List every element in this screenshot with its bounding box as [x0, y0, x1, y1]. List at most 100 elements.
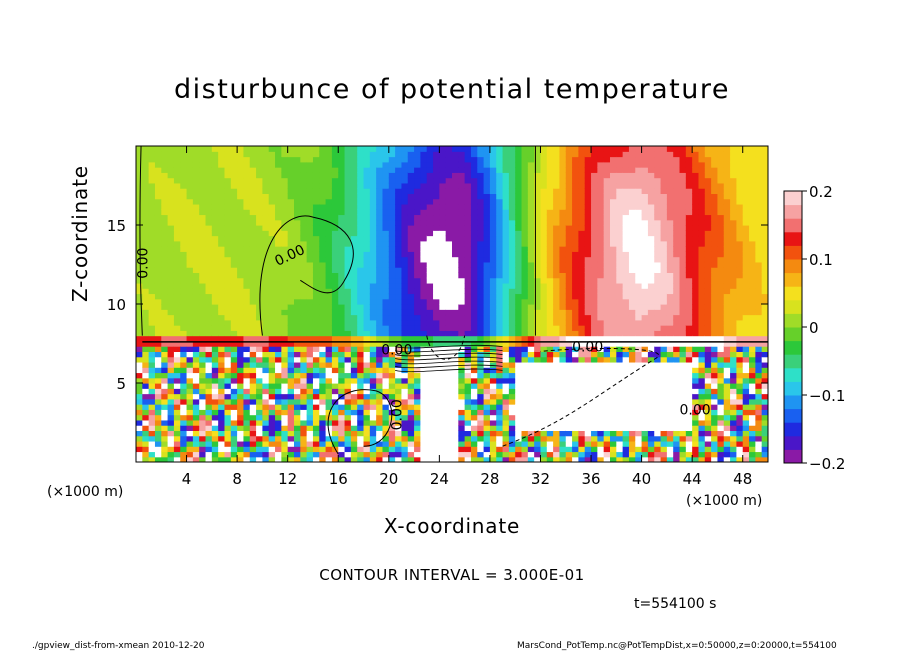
heat-cell — [224, 172, 232, 179]
heat-cell — [249, 325, 257, 331]
heat-cell — [559, 188, 567, 194]
heat-cell — [338, 451, 346, 458]
heat-cell — [439, 372, 447, 379]
heat-cell — [136, 398, 143, 405]
heat-cell — [312, 177, 320, 184]
heat-cell — [300, 356, 308, 363]
heat-cell — [470, 309, 478, 316]
heat-cell — [180, 325, 188, 331]
heat-cell — [205, 293, 213, 300]
heat-cell — [464, 425, 472, 431]
heat-cell — [635, 177, 643, 184]
heat-cell — [395, 383, 403, 389]
heat-cell — [136, 203, 143, 210]
heat-cell — [628, 167, 636, 173]
heat-cell — [546, 177, 554, 184]
heat-cell — [407, 425, 415, 431]
heat-cell — [287, 298, 295, 305]
heat-cell — [192, 409, 200, 416]
heat-cell — [470, 182, 478, 189]
heat-cell — [502, 440, 510, 447]
heat-cell — [312, 409, 320, 416]
heat-cell — [439, 225, 447, 231]
heat-cell — [136, 240, 143, 247]
heat-cell — [331, 330, 339, 337]
heat-cell — [414, 325, 421, 331]
heat-cell — [445, 383, 453, 389]
heat-cell — [540, 261, 548, 268]
heat-cell — [565, 456, 573, 462]
heat-cell — [388, 404, 396, 410]
heat-cell — [407, 361, 415, 368]
heat-cell — [376, 177, 384, 184]
heat-cell — [287, 435, 295, 442]
heat-cell — [521, 309, 529, 316]
heat-cell — [275, 277, 282, 284]
heat-cell — [192, 146, 200, 152]
heat-cell — [622, 372, 630, 379]
heat-cell — [496, 251, 504, 258]
heat-cell — [452, 267, 459, 273]
heat-cell — [527, 456, 535, 462]
heat-cell — [641, 346, 649, 352]
heat-cell — [647, 251, 655, 258]
heat-cell — [312, 377, 320, 384]
heat-cell — [256, 246, 263, 252]
heat-cell — [426, 235, 434, 242]
heat-cell — [489, 246, 497, 252]
heat-cell — [281, 203, 289, 210]
heat-cell — [369, 356, 377, 363]
heat-cell — [654, 277, 662, 284]
heat-cell — [154, 272, 162, 279]
heat-cell — [565, 261, 573, 268]
heat-cell — [148, 151, 156, 158]
heat-cell — [363, 146, 371, 152]
heat-cell — [540, 219, 548, 226]
heat-cell — [483, 325, 491, 331]
heat-cell — [616, 261, 624, 268]
heat-cell — [338, 261, 346, 268]
heat-cell — [616, 304, 624, 310]
heat-cell — [496, 230, 504, 237]
heat-cell — [483, 282, 491, 289]
heat-cell — [376, 325, 384, 331]
heat-cell — [218, 356, 226, 363]
heat-cell — [635, 446, 643, 453]
heat-cell — [369, 261, 377, 268]
heat-cell — [477, 451, 485, 458]
heat-cell — [224, 456, 232, 462]
heat-cell — [559, 172, 567, 179]
heat-cell — [211, 340, 219, 347]
heat-cell — [439, 256, 447, 263]
heat-cell — [565, 225, 573, 231]
heat-cell — [597, 261, 605, 268]
heat-cell — [363, 446, 371, 453]
heat-cell — [142, 435, 150, 442]
heat-cell — [483, 340, 491, 347]
heat-cell — [237, 251, 245, 258]
heat-cell — [363, 409, 371, 416]
heat-cell — [641, 188, 649, 194]
heat-cell — [502, 314, 510, 321]
heat-cell — [470, 209, 478, 216]
heat-cell — [553, 288, 561, 295]
heat-cell — [647, 161, 655, 168]
heat-cell — [262, 240, 270, 247]
heat-cell — [319, 298, 327, 305]
heat-cell — [300, 393, 308, 400]
heat-cell — [565, 167, 573, 173]
heat-cell — [161, 146, 169, 152]
heat-cell — [281, 182, 289, 189]
heat-cell — [262, 419, 270, 426]
heat-cell — [331, 214, 339, 221]
heat-cell — [521, 430, 529, 437]
heat-cell — [470, 388, 478, 395]
heat-cell — [508, 440, 516, 447]
heat-cell — [395, 203, 403, 210]
heat-cell — [382, 182, 390, 189]
heat-cell — [325, 346, 333, 352]
heat-cell — [376, 261, 384, 268]
heat-cell — [508, 325, 516, 331]
heat-cell — [161, 440, 169, 447]
heat-cell — [136, 377, 143, 384]
